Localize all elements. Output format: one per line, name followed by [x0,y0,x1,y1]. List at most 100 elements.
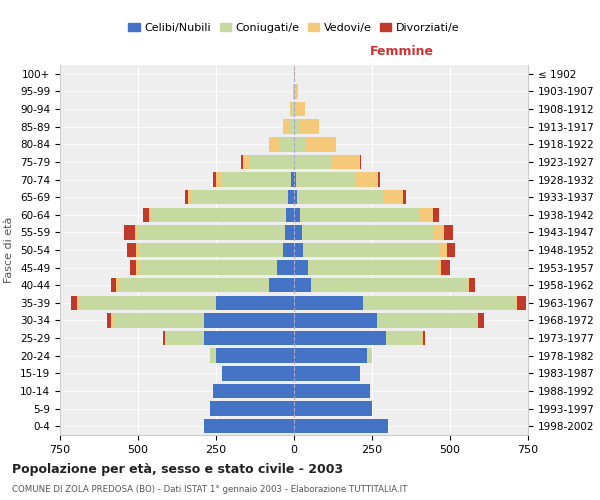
Bar [294,137,307,152]
Bar [188,190,191,204]
Bar [222,366,294,380]
Bar [77,296,79,310]
Bar [294,208,300,222]
Bar [294,84,295,98]
Bar [124,225,135,240]
Bar [294,120,299,134]
Bar [294,260,308,275]
Bar [359,154,361,169]
Bar [424,331,425,345]
Bar [437,260,440,275]
Bar [71,296,77,310]
Bar [294,348,367,363]
Text: COMUNE DI ZOLA PREDOSA (BO) - Dati ISTAT 1° gennaio 2003 - Elaborazione TUTTITAL: COMUNE DI ZOLA PREDOSA (BO) - Dati ISTAT… [12,486,407,494]
Bar [403,190,406,204]
Bar [203,419,294,434]
Bar [269,278,294,292]
Bar [294,243,304,257]
Bar [291,172,294,186]
Bar [294,278,311,292]
Bar [283,243,294,257]
Bar [355,172,378,186]
Bar [289,120,294,134]
Bar [280,137,294,152]
Bar [294,190,297,204]
Bar [469,278,475,292]
Bar [222,172,291,186]
Bar [294,66,295,81]
Bar [294,225,302,240]
Bar [210,402,294,416]
Bar [164,331,166,345]
Bar [294,172,296,186]
Bar [284,225,294,240]
Bar [294,102,296,117]
Bar [138,225,284,240]
Bar [119,278,269,292]
Bar [140,260,277,275]
Bar [296,102,305,117]
Bar [288,190,294,204]
Bar [140,243,283,257]
Bar [163,331,164,345]
Bar [515,296,517,310]
Bar [422,331,424,345]
Bar [213,172,216,186]
Bar [241,154,242,169]
Bar [269,137,280,152]
Bar [130,260,136,275]
Bar [476,314,478,328]
Bar [294,296,362,310]
Bar [136,243,140,257]
Bar [293,84,294,98]
Text: Femmine: Femmine [370,44,434,58]
Bar [478,314,484,328]
Bar [311,278,467,292]
Bar [294,154,331,169]
Bar [203,314,294,328]
Bar [127,243,136,257]
Bar [249,154,294,169]
Bar [299,120,319,134]
Bar [107,314,112,328]
Bar [378,172,380,186]
Bar [210,348,216,363]
Legend: Celibi/Nubili, Coniugati/e, Vedovi/e, Divorziati/e: Celibi/Nubili, Coniugati/e, Vedovi/e, Di… [124,19,464,38]
Bar [152,208,286,222]
Bar [362,296,515,310]
Bar [216,296,294,310]
Bar [191,190,288,204]
Bar [419,208,433,222]
Bar [277,260,294,275]
Bar [367,348,372,363]
Bar [166,331,203,345]
Bar [294,331,386,345]
Bar [283,120,289,134]
Bar [385,190,403,204]
Y-axis label: Fasce di età: Fasce di età [4,217,14,283]
Bar [136,260,140,275]
Bar [444,225,453,240]
Bar [149,208,152,222]
Bar [292,102,294,117]
Bar [112,314,113,328]
Bar [294,314,377,328]
Bar [113,314,203,328]
Bar [302,225,433,240]
Bar [116,278,119,292]
Bar [517,296,526,310]
Bar [296,172,355,186]
Bar [433,208,439,222]
Bar [112,278,116,292]
Bar [203,331,294,345]
Bar [377,314,476,328]
Bar [297,190,385,204]
Bar [294,402,372,416]
Bar [294,419,388,434]
Bar [331,154,359,169]
Bar [308,260,437,275]
Bar [242,154,249,169]
Bar [433,225,444,240]
Bar [307,137,336,152]
Bar [143,208,149,222]
